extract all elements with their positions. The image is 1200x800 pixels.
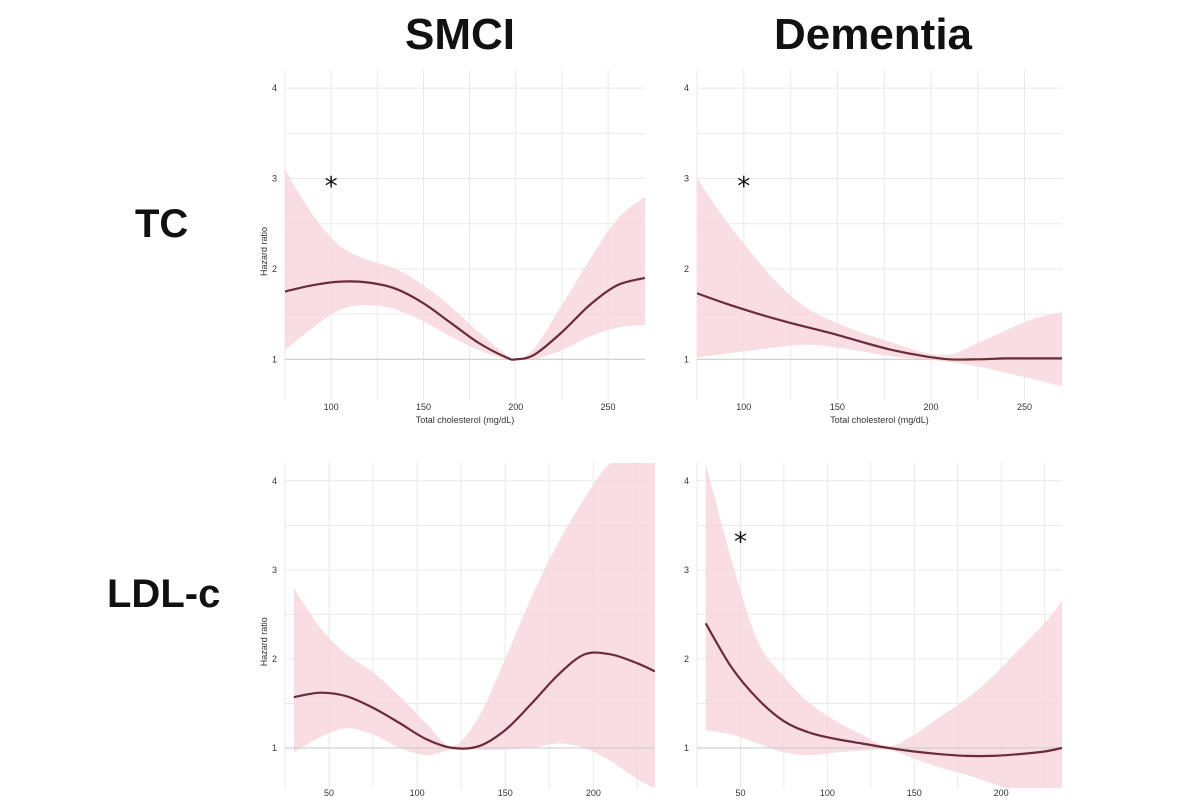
x-tick-label: 150: [830, 402, 845, 412]
x-tick-label: 150: [416, 402, 431, 412]
y-tick-label: 3: [684, 565, 689, 575]
x-tick-label: 50: [324, 788, 334, 798]
y-tick-label: 1: [684, 743, 689, 753]
y-tick-label: 4: [272, 476, 277, 486]
hazard-curve: [704, 622, 1062, 758]
panel-1: 1 2 3 4 100 150 200 250 Total cholesterol (mg/dL…: [259, 70, 645, 425]
x-tick-label: 250: [601, 402, 616, 412]
hazard-curve: [285, 276, 645, 361]
significance-marker: *: [737, 172, 750, 202]
x-tick-label: 100: [410, 788, 425, 798]
y-tick-label: 2: [684, 264, 689, 274]
x-axis-label: Total cholesterol (mg/dL): [830, 415, 929, 425]
x-tick-label: 150: [498, 788, 513, 798]
x-tick-label: 100: [736, 402, 751, 412]
y-tick-label: 2: [272, 264, 277, 274]
y-axis-label: Hazard ratio: [259, 227, 269, 276]
column-title-smci: SMCI: [405, 10, 515, 59]
x-tick-label: 100: [324, 402, 339, 412]
significance-marker: *: [734, 528, 747, 558]
row-title-ldl: LDL-c: [107, 572, 221, 616]
x-tick-label: 200: [923, 402, 938, 412]
y-tick-label: 4: [272, 83, 277, 93]
y-tick-label: 1: [272, 354, 277, 364]
y-tick-label: 1: [684, 354, 689, 364]
hazard-curve: [697, 292, 1062, 361]
significance-marker: *: [325, 172, 338, 202]
y-tick-label: 3: [272, 565, 277, 575]
x-tick-label: 150: [907, 788, 922, 798]
x-tick-label: 200: [994, 788, 1009, 798]
column-title-dementia: Dementia: [773, 10, 973, 59]
x-tick-label: 100: [820, 788, 835, 798]
confidence-band: [697, 178, 1062, 387]
x-tick-label: 200: [508, 402, 523, 412]
panel-4: 1 2 3 4 50 100 150 200 *: [684, 463, 1062, 798]
y-tick-label: 3: [684, 173, 689, 183]
x-tick-label: 200: [586, 788, 601, 798]
panel-2: 1 2 3 4 100 150 200 250 Total cholesterol (mg/dL…: [684, 70, 1062, 425]
panel-3: 1 2 3 4 50 100 150 200 Hazard ratio: [259, 463, 655, 798]
y-tick-label: 2: [272, 654, 277, 664]
hazard-curve: [293, 651, 655, 750]
y-tick-label: 1: [272, 743, 277, 753]
y-tick-label: 2: [684, 654, 689, 664]
confidence-band: [705, 463, 1062, 788]
x-tick-label: 250: [1017, 402, 1032, 412]
y-axis-label: Hazard ratio: [259, 617, 269, 666]
y-tick-label: 4: [684, 476, 689, 486]
confidence-band: [285, 169, 645, 360]
y-tick-label: 3: [272, 173, 277, 183]
y-tick-label: 4: [684, 83, 689, 93]
row-title-tc: TC: [135, 202, 189, 246]
confidence-band: [293, 463, 655, 788]
x-axis-label: Total cholesterol (mg/dL): [416, 415, 515, 425]
x-tick-label: 50: [735, 788, 745, 798]
